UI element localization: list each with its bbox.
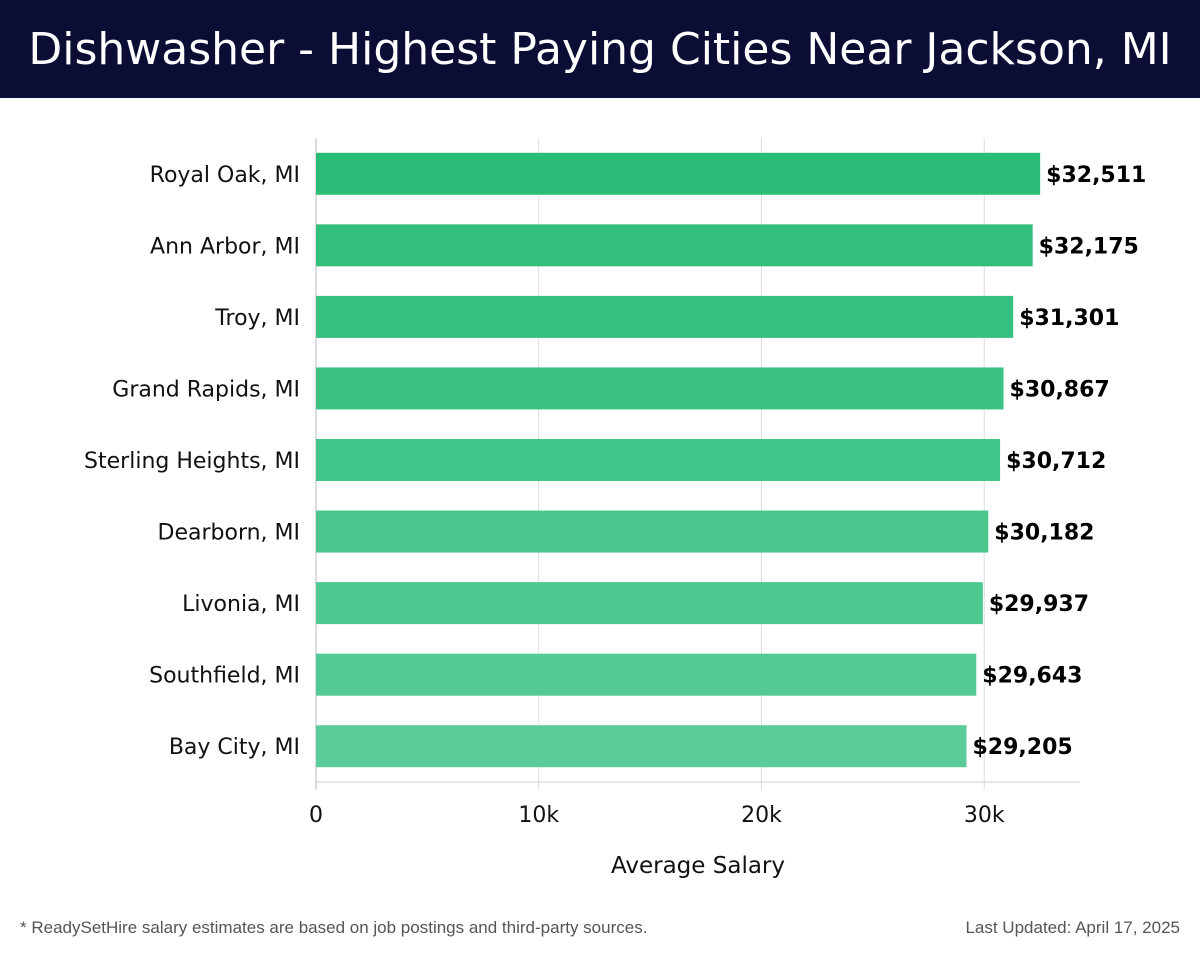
- value-label: $32,511: [1046, 163, 1146, 188]
- bar: [316, 725, 967, 768]
- category-label: Grand Rapids, MI: [112, 377, 300, 402]
- value-label: $30,712: [1006, 449, 1106, 474]
- value-label: $29,937: [989, 592, 1089, 617]
- category-labels: Royal Oak, MI Ann Arbor, MI Troy, MI Grand …: [84, 163, 300, 760]
- x-axis-ticks: 0 10k 20k 30k: [309, 803, 1005, 828]
- category-label: Bay City, MI: [169, 735, 300, 760]
- bar: [316, 152, 1041, 195]
- category-label: Royal Oak, MI: [150, 163, 300, 188]
- value-label: $30,182: [994, 521, 1094, 546]
- bar-chart: Royal Oak, MI Ann Arbor, MI Troy, MI Grand …: [84, 138, 1147, 879]
- bar: [316, 367, 1004, 410]
- value-label: $29,643: [982, 664, 1082, 689]
- x-tick-label: 10k: [518, 803, 559, 828]
- category-label: Sterling Heights, MI: [84, 449, 300, 474]
- value-labels: $32,511 $32,175 $31,301 $30,867 $30,712 $30,1…: [973, 163, 1147, 760]
- category-label: Ann Arbor, MI: [150, 234, 300, 259]
- bar: [316, 295, 1014, 338]
- x-tick-label: 0: [309, 803, 323, 828]
- value-label: $29,205: [973, 735, 1073, 760]
- category-label: Troy, MI: [214, 306, 300, 331]
- bar: [316, 224, 1033, 267]
- x-tick-label: 30k: [964, 803, 1005, 828]
- x-axis-title: Average Salary: [611, 853, 785, 879]
- value-label: $30,867: [1010, 377, 1110, 402]
- bar: [316, 582, 983, 625]
- value-label: $31,301: [1019, 306, 1119, 331]
- footer-disclaimer: * ReadySetHire salary estimates are base…: [20, 918, 648, 937]
- x-tick-label: 20k: [741, 803, 782, 828]
- bars: [316, 152, 1041, 768]
- bar: [316, 439, 1001, 481]
- last-updated: Last Updated: April 17, 2025: [965, 918, 1180, 937]
- category-label: Southfield, MI: [149, 664, 300, 689]
- category-label: Livonia, MI: [182, 592, 300, 617]
- bar: [316, 510, 989, 553]
- chart-header: Dishwasher - Highest Paying Cities Near …: [0, 0, 1200, 98]
- category-label: Dearborn, MI: [158, 521, 300, 546]
- bar: [316, 653, 977, 696]
- value-label: $32,175: [1039, 234, 1139, 259]
- chart-title: Dishwasher - Highest Paying Cities Near …: [28, 23, 1172, 75]
